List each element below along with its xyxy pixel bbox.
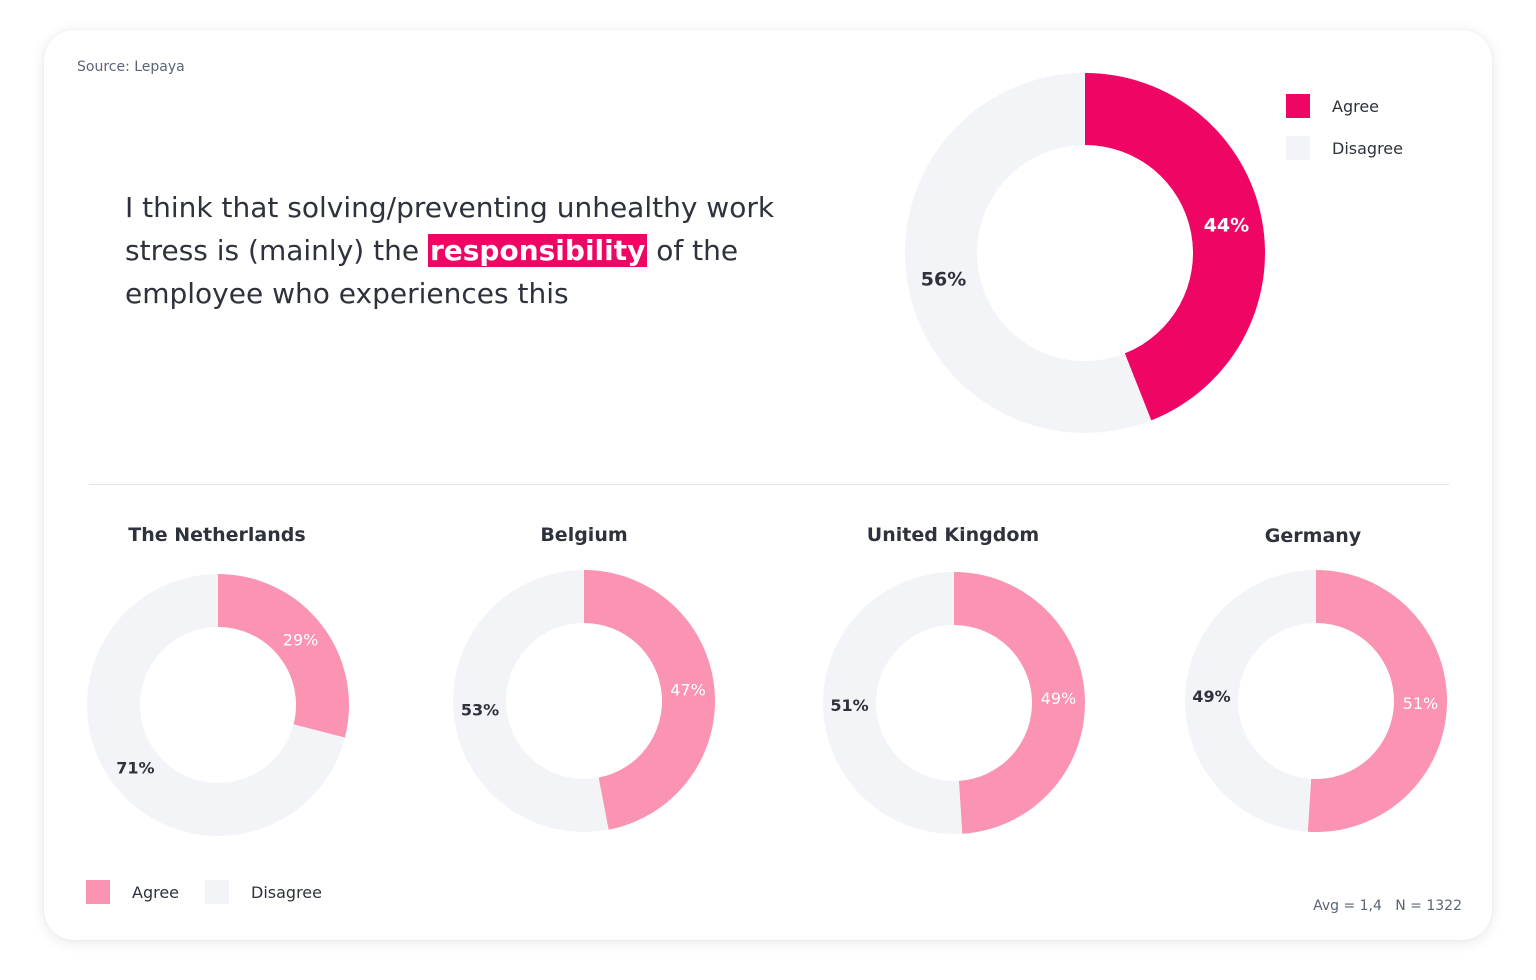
donut-label-germany-disagree: 49% (1192, 687, 1230, 706)
donut-slice-netherlands-disagree (87, 574, 345, 837)
headline-highlight: responsibility (427, 234, 648, 267)
divider (89, 484, 1449, 485)
headline-text-after: of the employee who experiences this (125, 234, 739, 310)
donut-label-overall-disagree: 56% (921, 268, 966, 290)
headline-text-before: I think that solving/preventing unhealth… (125, 191, 775, 267)
sample-footnote: Avg = 1,4 N = 1322 (1313, 898, 1462, 914)
donut-slice-belgium-agree (584, 570, 715, 830)
legend-item-agree: Agree (1286, 85, 1403, 127)
donut-slice-united-kingdom-disagree (823, 572, 963, 834)
donut-label-united-kingdom-agree: 49% (1041, 689, 1077, 708)
donut-slice-overall-agree (1085, 73, 1266, 421)
legend-item-disagree: Disagree (1286, 127, 1403, 169)
donut-label-united-kingdom-disagree: 51% (830, 696, 868, 715)
donut-label-netherlands-agree: 29% (283, 630, 319, 649)
legend-swatch-disagree-country (205, 880, 230, 904)
card: Source: Lepaya I think that solving/prev… (44, 30, 1492, 940)
donut-slice-germany-disagree (1184, 570, 1316, 832)
donut-charts: 44% 56% 29% 71% 47% 53% 49% 51% 51% 49% (87, 73, 1447, 837)
legend-label-agree-country: Agree (132, 882, 180, 902)
legend-swatch-agree (1286, 94, 1310, 118)
bottom-legend: Agree Disagree (86, 880, 348, 904)
legend-label-disagree: Disagree (1332, 138, 1403, 158)
donut-label-overall-agree: 44% (1204, 215, 1249, 237)
legend-label-agree: Agree (1332, 96, 1380, 116)
donut-label-netherlands-disagree: 71% (116, 759, 154, 778)
donut-label-belgium-disagree: 53% (461, 700, 499, 719)
donut-slice-netherlands-agree (218, 574, 349, 738)
headline: I think that solving/preventing unhealth… (125, 186, 805, 315)
legend-label-disagree-country: Disagree (251, 882, 322, 902)
country-title-netherlands: The Netherlands (128, 524, 306, 546)
country-title-germany: Germany (1264, 525, 1362, 547)
donut-label-germany-agree: 51% (1403, 694, 1439, 713)
country-title-belgium: Belgium (540, 524, 628, 546)
donut-label-belgium-agree: 47% (670, 681, 706, 700)
source-note: Source: Lepaya (77, 59, 185, 75)
donut-slice-belgium-disagree (452, 570, 609, 833)
donut-slice-overall-disagree (905, 73, 1152, 433)
legend-swatch-disagree (1286, 136, 1310, 160)
country-title-united-kingdom: United Kingdom (866, 524, 1040, 546)
main-legend: Agree Disagree (1286, 85, 1403, 169)
donut-slice-germany-agree (1307, 570, 1447, 832)
donut-slice-united-kingdom-agree (954, 572, 1086, 834)
legend-swatch-agree-country (86, 880, 110, 904)
